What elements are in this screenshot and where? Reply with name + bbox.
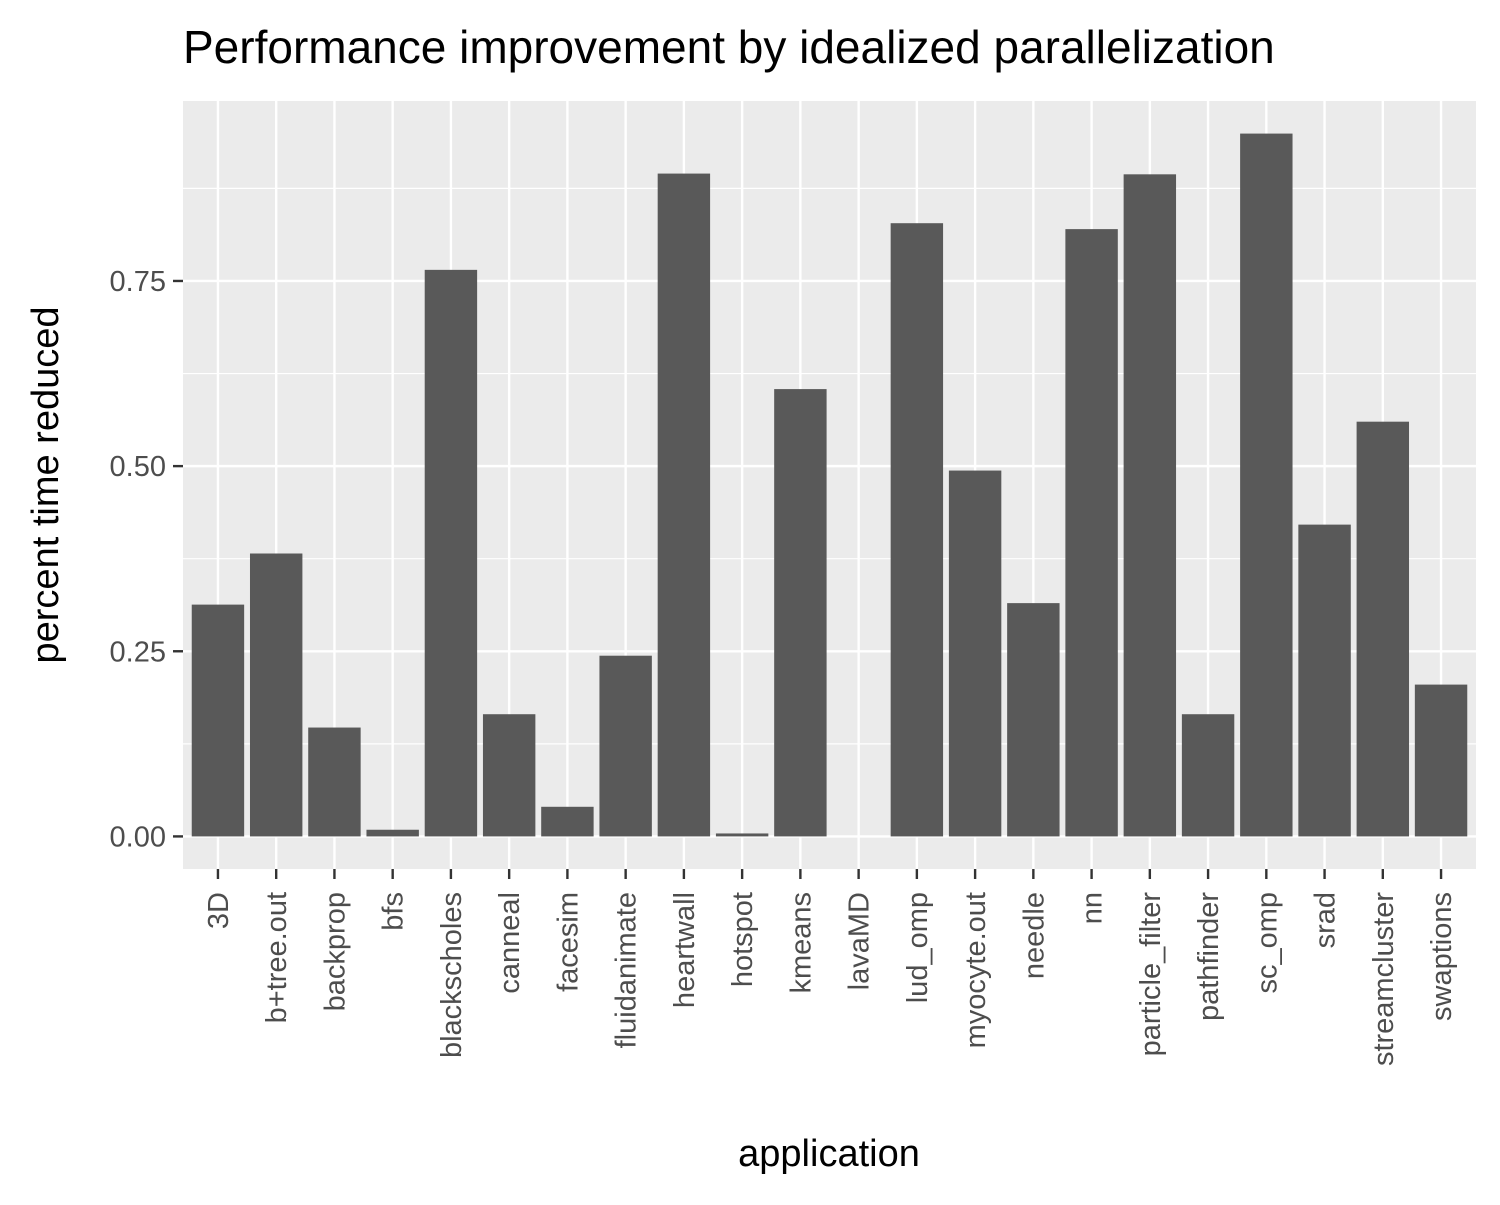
y-axis-title: percent time reduced	[25, 307, 67, 664]
bar-lud_omp	[890, 223, 944, 837]
x-tick-label: myocyte.out	[960, 892, 992, 1048]
bar-particle_filter	[1123, 174, 1177, 837]
chart-title: Performance improvement by idealized par…	[183, 21, 1275, 73]
x-tick-label: 3D	[203, 892, 235, 929]
bar-canneal	[482, 714, 536, 837]
bar-needle	[1007, 603, 1060, 837]
x-tick-label: fluidanimate	[611, 892, 643, 1048]
x-tick-label: bfs	[378, 892, 410, 931]
bar-bfs	[366, 829, 419, 837]
x-tick-label: canneal	[494, 892, 526, 994]
x-tick-label: b+tree.out	[261, 892, 293, 1023]
x-tick-label: pathfinder	[1193, 892, 1225, 1021]
x-tick-label: sc_omp	[1251, 892, 1283, 994]
x-tick-label: heartwall	[669, 892, 701, 1008]
x-tick-label: nn	[1077, 892, 1109, 924]
x-tick-label: facesim	[552, 892, 584, 992]
x-tick-label: srad	[1310, 892, 1342, 948]
x-tick-label: backprop	[319, 892, 351, 1011]
y-tick-label: 0.50	[110, 451, 166, 483]
x-tick-label: streamcluster	[1368, 892, 1400, 1066]
bar-3D	[191, 604, 245, 837]
bar-myocyte.out	[948, 470, 1002, 837]
x-tick-label: particle_filter	[1135, 892, 1167, 1057]
bar-heartwall	[657, 173, 711, 837]
x-tick-label: hotspot	[727, 892, 759, 987]
bar-nn	[1065, 229, 1118, 837]
y-axis: 0.00 0.25 0.50 0.75	[110, 266, 183, 853]
bar-sc_omp	[1240, 133, 1293, 837]
bar-srad	[1298, 524, 1351, 837]
x-tick-label: kmeans	[785, 892, 817, 994]
y-tick-label: 0.25	[110, 636, 166, 668]
bar-fluidanimate	[599, 655, 652, 837]
bar-backprop	[308, 727, 361, 837]
x-tick-label: lavaMD	[844, 892, 876, 990]
x-tick-label: swaptions	[1426, 892, 1458, 1021]
bars	[191, 133, 1468, 837]
bar-blackscholes	[424, 269, 478, 837]
x-tick-label: needle	[1018, 892, 1050, 979]
bar-facesim	[541, 806, 594, 837]
y-tick-label: 0.75	[110, 266, 166, 298]
bar-hotspot	[715, 833, 769, 837]
bar-pathfinder	[1181, 714, 1235, 837]
x-axis: 3D b+tree.out backprop bfs blackscholes canne…	[203, 869, 1458, 1066]
bar-swaptions	[1414, 684, 1468, 837]
x-tick-label: lud_omp	[902, 892, 934, 1003]
bar-b+tree.out	[249, 553, 303, 837]
bar-streamcluster	[1356, 421, 1410, 837]
x-axis-title: application	[738, 1133, 920, 1175]
bar-kmeans	[774, 389, 827, 837]
x-tick-label: blackscholes	[436, 892, 468, 1058]
y-tick-label: 0.00	[110, 821, 166, 853]
